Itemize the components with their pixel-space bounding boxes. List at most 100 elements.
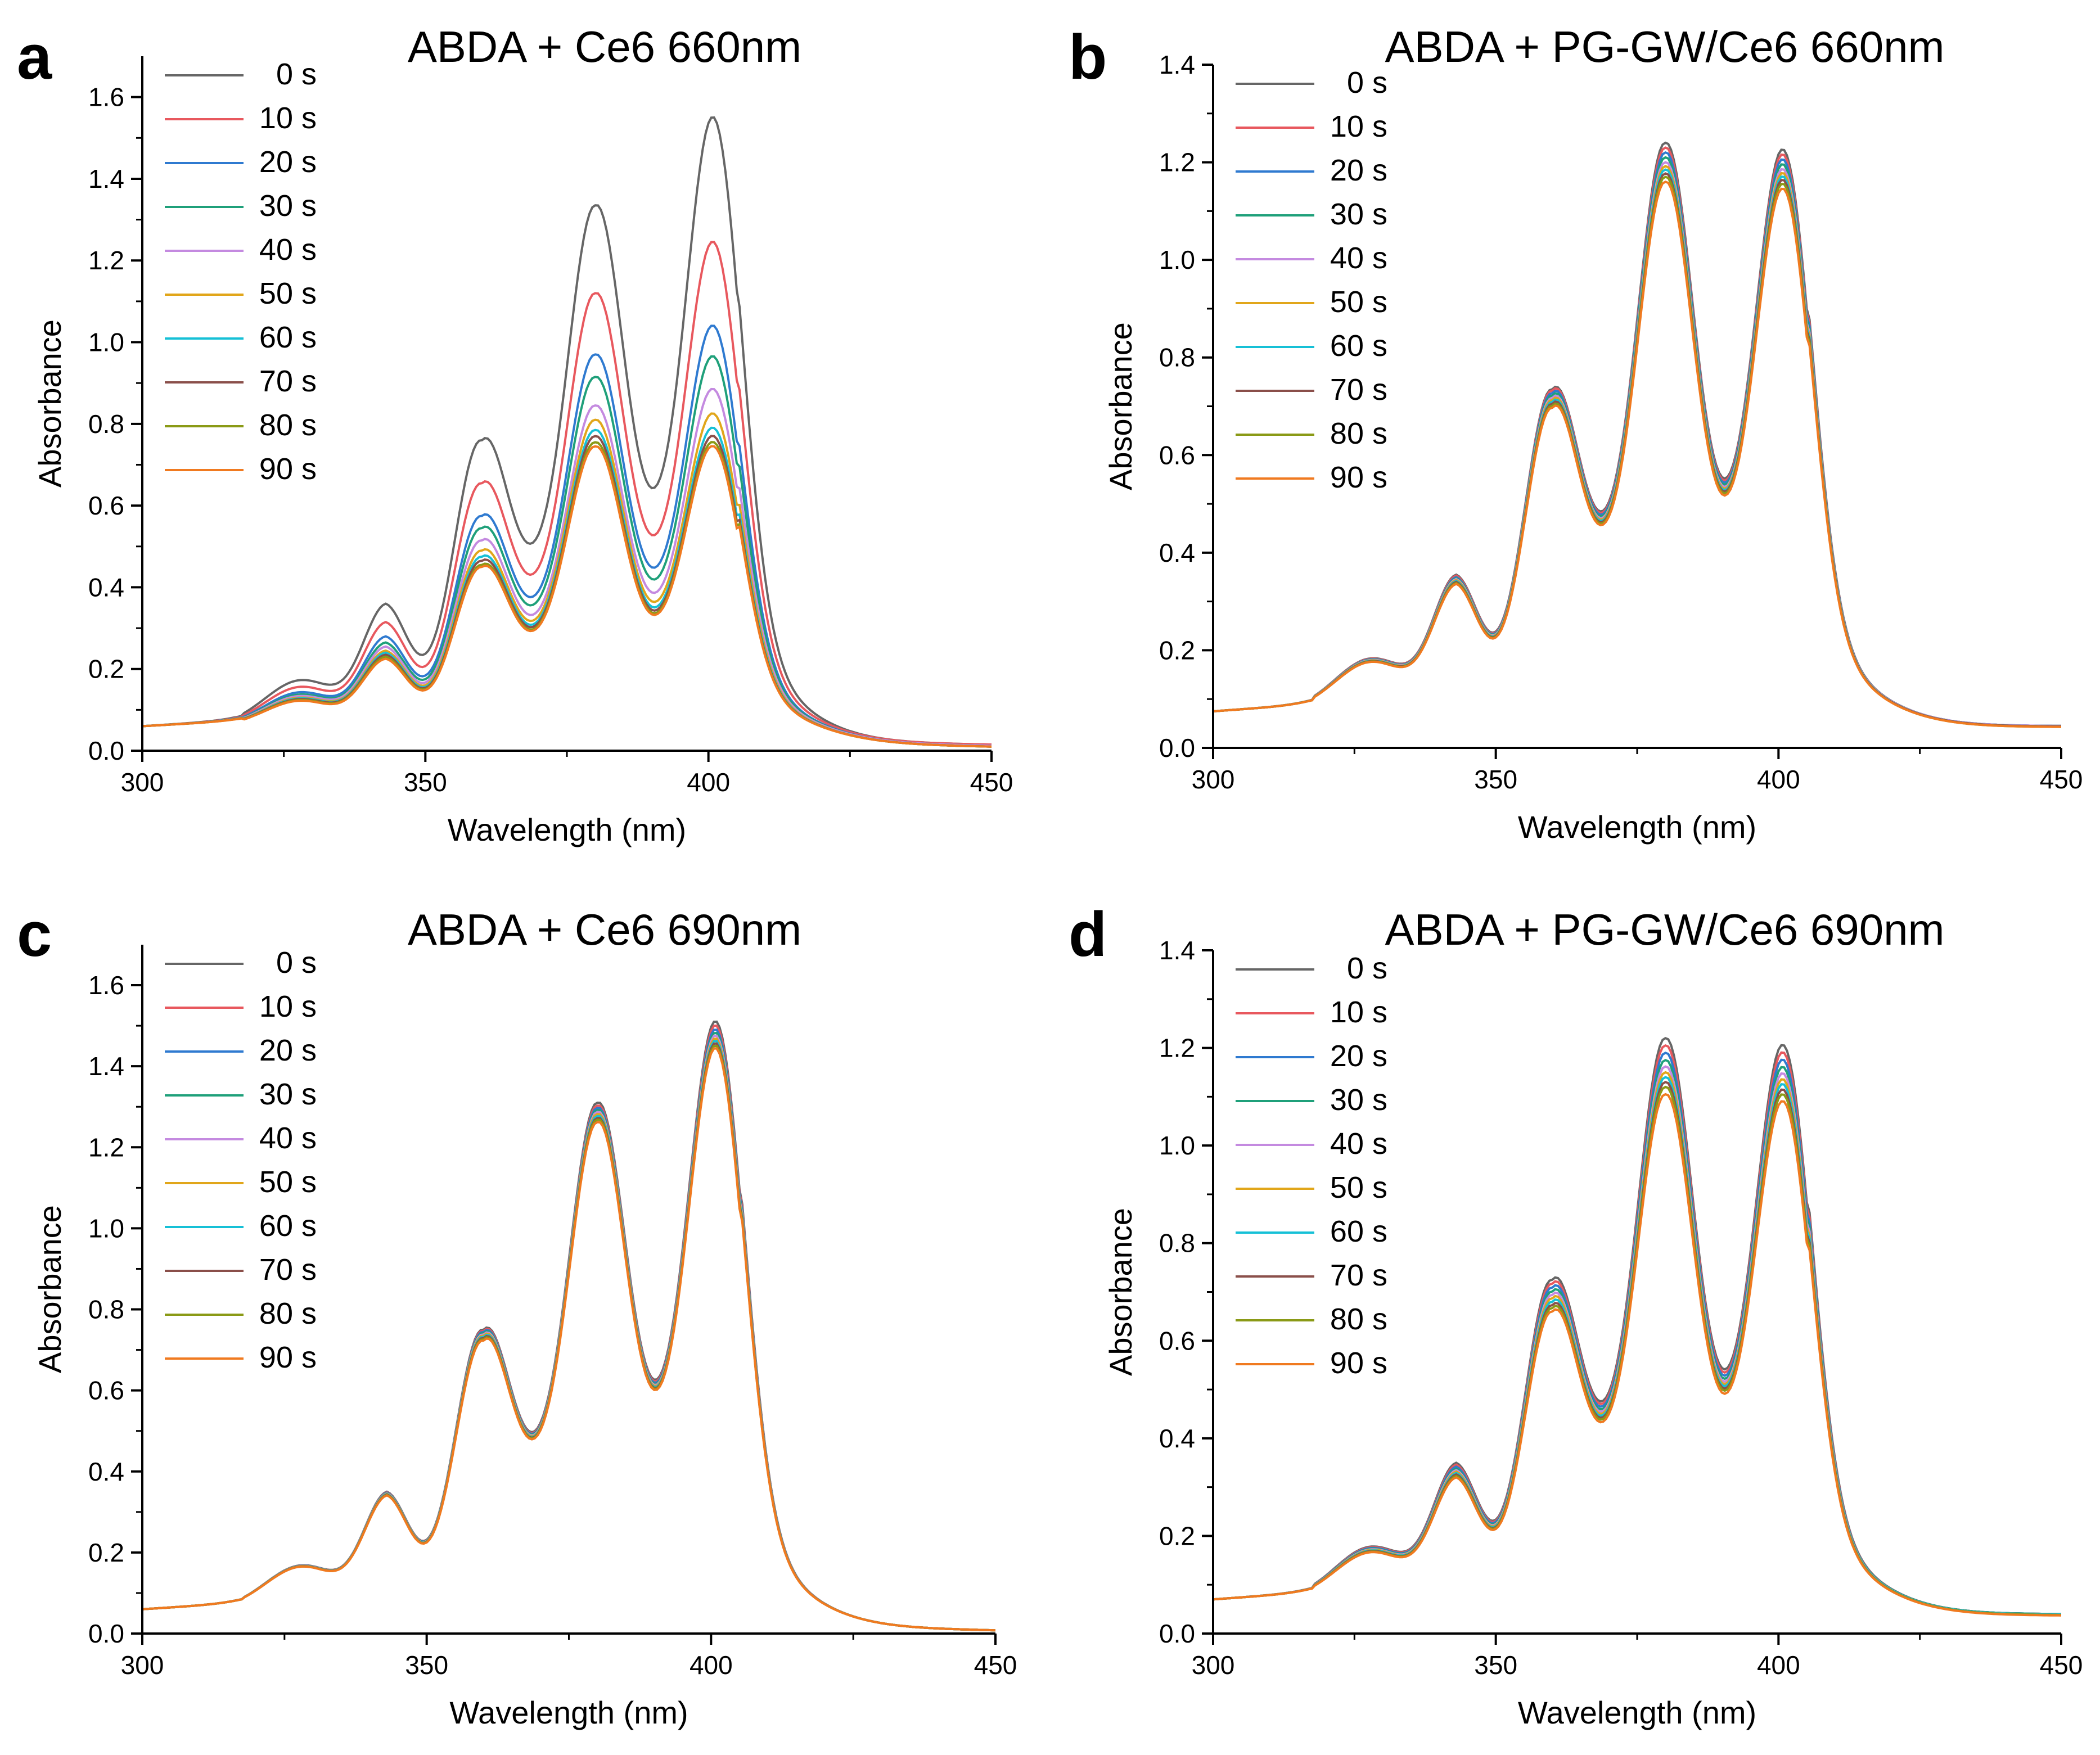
- x-tick-label: 450: [2040, 1650, 2083, 1680]
- panel-a: a ABDA + Ce6 660nm 0.0 0.2 0.4 0.6 0.8 1.0 1.2 1.…: [17, 22, 1013, 847]
- y-tick-label: 0.2: [1159, 1521, 1195, 1550]
- y-tick-label: 1.4: [88, 164, 124, 193]
- y-tick-label: 0.2: [88, 1538, 124, 1567]
- y-tick-label: 1.4: [88, 1052, 124, 1081]
- y-axis-label: Absorbance: [1103, 322, 1138, 490]
- legend-label: 20 s: [259, 145, 317, 179]
- y-tick-label: 1.4: [1159, 50, 1195, 79]
- y-tick-label: 0.6: [88, 491, 124, 520]
- legend: 0 s 10 s 20 s 30 s 40 s 50 s 60 s 70 s 80 s 90 s: [1236, 66, 1387, 494]
- legend-label: 60 s: [259, 1209, 317, 1243]
- panel-title: ABDA + PG-GW/Ce6 660nm: [1385, 22, 1945, 71]
- legend: 0 s 10 s 20 s 30 s 40 s 50 s 60 s 70 s 80 s 90 s: [165, 946, 317, 1374]
- panel-letter: c: [17, 899, 52, 969]
- y-tick-label: 0.8: [88, 1295, 124, 1324]
- legend-label: 60 s: [259, 321, 317, 354]
- x-tick-label: 350: [1474, 1650, 1517, 1680]
- y-tick-label: 0.6: [88, 1376, 124, 1405]
- x-axis-label: Wavelength (nm): [1518, 1695, 1756, 1730]
- y-tick-label: 1.2: [1159, 148, 1195, 177]
- legend-label: 90 s: [1330, 461, 1387, 494]
- legend-label: 40 s: [259, 1121, 317, 1155]
- legend-label: 80 s: [259, 1297, 317, 1330]
- panel-title: ABDA + Ce6 660nm: [408, 22, 801, 71]
- series-line-90s: [142, 445, 992, 748]
- legend-label: 60 s: [1330, 1215, 1387, 1248]
- y-tick-label: 1.0: [88, 1213, 124, 1243]
- legend-label: 10 s: [259, 101, 317, 135]
- y-tick-label: 1.0: [88, 328, 124, 357]
- legend-label: 90 s: [259, 1341, 317, 1374]
- legend-label: 80 s: [1330, 417, 1387, 450]
- y-tick-label: 1.0: [1159, 1131, 1195, 1160]
- y-tick-label: 1.2: [88, 1133, 124, 1162]
- y-tick-label: 0.2: [1159, 635, 1195, 665]
- legend-label: 50 s: [1330, 1171, 1387, 1204]
- legend-label: 0 s: [276, 57, 317, 91]
- legend-label: 90 s: [259, 452, 317, 486]
- x-tick-label: 350: [405, 1650, 448, 1680]
- y-tick-label: 0.4: [1159, 1424, 1195, 1453]
- legend-label: 80 s: [1330, 1302, 1387, 1336]
- y-tick-label: 1.2: [1159, 1034, 1195, 1063]
- legend-label: 0 s: [1347, 951, 1387, 985]
- x-tick-label: 300: [121, 1650, 164, 1680]
- legend-label: 40 s: [259, 233, 317, 267]
- y-tick-label: 0.0: [1159, 733, 1195, 763]
- legend-label: 10 s: [259, 990, 317, 1023]
- legend-label: 30 s: [259, 189, 317, 223]
- legend-label: 20 s: [1330, 154, 1387, 187]
- y-axis-label: Absorbance: [32, 1205, 67, 1373]
- legend-label: 70 s: [1330, 373, 1387, 407]
- legend-label: 0 s: [1347, 66, 1387, 100]
- legend-label: 0 s: [276, 946, 317, 980]
- panel-letter: a: [17, 22, 52, 92]
- series-line-40s: [142, 387, 992, 747]
- panel-b: b ABDA + PG-GW/Ce6 660nm 0.0 0.2 0.4 0.6 0.8 1.…: [1069, 22, 2083, 845]
- y-tick-label: 1.2: [88, 246, 124, 275]
- legend-label: 20 s: [1330, 1039, 1387, 1073]
- y-tick-label: 0.4: [88, 1457, 124, 1486]
- y-tick-label: 0.4: [88, 572, 124, 602]
- y-tick-label: 1.4: [1159, 936, 1195, 965]
- y-tick-label: 0.8: [1159, 343, 1195, 372]
- legend-label: 90 s: [1330, 1346, 1387, 1380]
- y-tick-label: 0.0: [88, 1619, 124, 1648]
- x-tick-label: 400: [1757, 765, 1800, 794]
- x-tick-label: 300: [121, 768, 164, 797]
- panel-title: ABDA + PG-GW/Ce6 690nm: [1385, 905, 1945, 954]
- panel-letter: b: [1069, 22, 1107, 92]
- x-axis-label: Wavelength (nm): [448, 812, 686, 847]
- legend-label: 70 s: [1330, 1258, 1387, 1292]
- y-tick-label: 0.6: [1159, 1326, 1195, 1355]
- series-line-90s: [1213, 1093, 2061, 1617]
- legend-label: 10 s: [1330, 995, 1387, 1029]
- y-tick-label: 1.0: [1159, 245, 1195, 274]
- series-group: [142, 116, 992, 748]
- legend-label: 20 s: [259, 1034, 317, 1067]
- legend-label: 50 s: [1330, 285, 1387, 319]
- legend-label: 50 s: [259, 277, 317, 310]
- legend-label: 40 s: [1330, 241, 1387, 275]
- x-tick-label: 350: [404, 768, 447, 797]
- y-axis-label: Absorbance: [1103, 1208, 1138, 1376]
- x-tick-label: 300: [1192, 1650, 1235, 1680]
- series-group: [1213, 1036, 2061, 1617]
- x-tick-label: 300: [1192, 765, 1235, 794]
- series-group: [142, 1020, 995, 1632]
- legend-label: 30 s: [1330, 1083, 1387, 1117]
- y-axis-label: Absorbance: [32, 319, 67, 488]
- x-axis-label: Wavelength (nm): [449, 1695, 688, 1730]
- series-line-90s: [142, 1047, 995, 1632]
- y-tick-label: 0.0: [88, 736, 124, 765]
- legend-label: 80 s: [259, 408, 317, 442]
- panel-title: ABDA + Ce6 690nm: [408, 905, 801, 954]
- legend-label: 50 s: [259, 1165, 317, 1199]
- y-tick-label: 1.6: [88, 971, 124, 1000]
- y-tick-label: 0.2: [88, 655, 124, 684]
- y-tick-label: 1.6: [88, 83, 124, 112]
- series-line-10s: [142, 241, 992, 746]
- legend: 0 s 10 s 20 s 30 s 40 s 50 s 60 s 70 s 80 s 90 s: [165, 57, 317, 486]
- y-tick-label: 0.8: [88, 409, 124, 439]
